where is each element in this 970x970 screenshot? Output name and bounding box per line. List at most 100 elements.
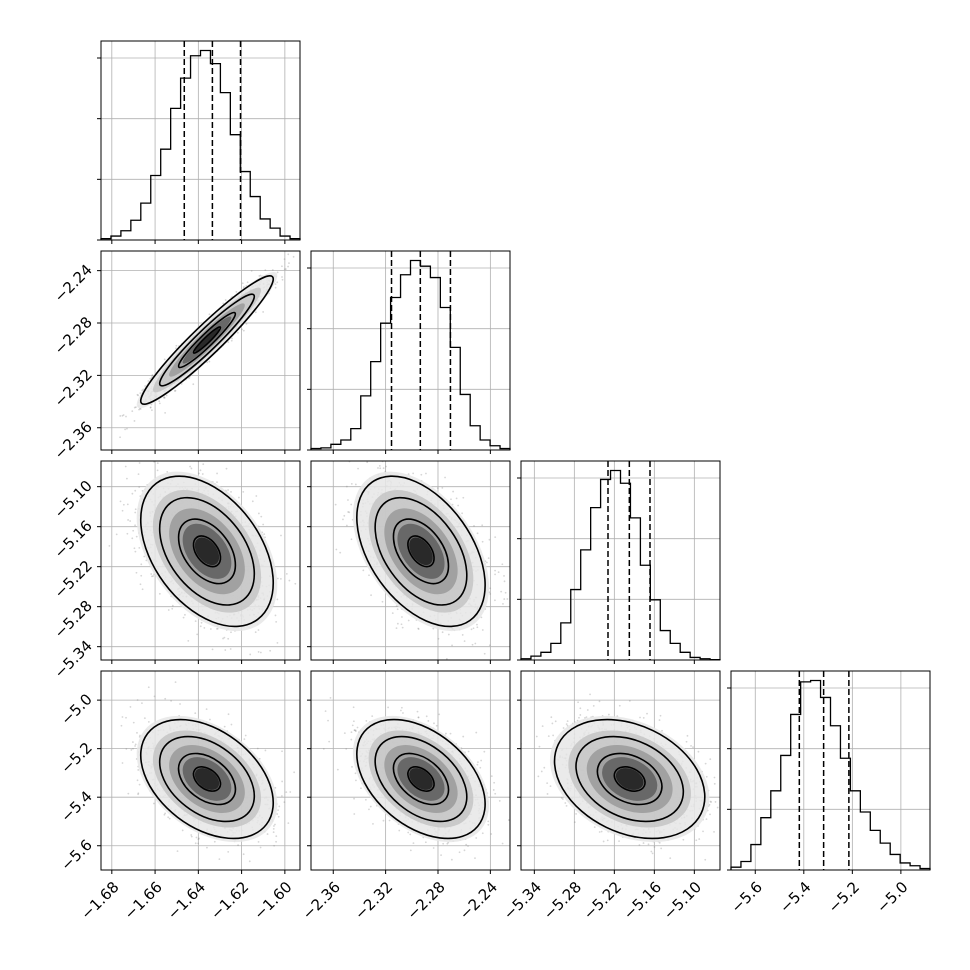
scatter-point — [151, 575, 153, 578]
scatter-point — [131, 492, 134, 495]
scatter-point — [140, 574, 143, 577]
scatter-point — [201, 473, 204, 475]
panel-frame — [100, 250, 301, 451]
scatter-point — [231, 337, 233, 340]
scatter-point — [184, 613, 186, 616]
scatter-point — [259, 651, 262, 654]
histogram-step-0 — [100, 49, 301, 240]
scatter-point — [263, 533, 266, 536]
contour-line-2 — [177, 311, 237, 369]
scatter-point — [200, 621, 203, 624]
scatter-point — [274, 614, 277, 617]
scatter-point — [134, 489, 137, 492]
scatter-point — [126, 427, 128, 430]
scatter-point — [276, 271, 279, 274]
scatter-point — [304, 231, 306, 233]
scatter-point — [234, 661, 236, 663]
scatter-point — [288, 579, 291, 582]
scatter-point — [255, 495, 258, 497]
contour-line-1 — [158, 293, 256, 387]
scatter-point — [271, 269, 274, 271]
scatter-point — [287, 265, 289, 268]
scatter-point — [229, 648, 232, 650]
scatter-point — [135, 535, 138, 538]
scatter-point — [203, 627, 206, 629]
scatter-point — [166, 470, 169, 473]
panel-frame — [100, 40, 301, 241]
scatter-point — [167, 609, 170, 611]
scatter-point — [149, 406, 152, 409]
scatter-point — [133, 406, 136, 409]
scatter-point — [134, 511, 137, 514]
scatter-point — [174, 389, 177, 392]
scatter-point — [133, 420, 136, 422]
scatter-point — [194, 620, 197, 623]
scatter-point — [175, 344, 178, 347]
scatter-point — [251, 667, 253, 669]
scatter-point — [246, 281, 249, 284]
scatter-point — [134, 524, 136, 527]
scatter-point — [283, 258, 286, 261]
scatter-point — [122, 503, 125, 506]
scatter-point — [224, 299, 227, 301]
scatter-point — [164, 411, 167, 414]
scatter-point — [156, 469, 159, 472]
scatter-point — [275, 620, 278, 623]
histogram-step-1 — [310, 259, 511, 450]
scatter-point — [97, 436, 99, 438]
scatter-point — [140, 563, 143, 566]
scatter-point — [134, 508, 137, 511]
scatter-point — [208, 313, 211, 316]
scatter-point — [137, 394, 140, 397]
scatter-point — [216, 627, 218, 630]
scatter-point — [209, 628, 212, 630]
scatter-point — [258, 275, 261, 277]
scatter-point — [163, 358, 166, 361]
scatter-point — [126, 532, 129, 535]
scatter-point — [151, 375, 154, 377]
histogram-panel-0 — [97, 40, 301, 244]
scatter-point — [131, 410, 134, 413]
scatter-point — [131, 537, 134, 540]
scatter-point — [134, 406, 137, 409]
scatter-point — [227, 489, 229, 491]
scatter-point — [196, 633, 199, 636]
scatter-point — [198, 472, 200, 475]
scatter-point — [139, 392, 142, 395]
contour-line-3 — [192, 326, 222, 354]
scatter-point — [163, 397, 166, 399]
scatter-point — [208, 360, 211, 363]
scatter-point — [281, 265, 283, 268]
scatter-point — [211, 648, 214, 651]
scatter-point — [227, 341, 230, 344]
scatter-point — [257, 651, 260, 653]
scatter-point — [115, 533, 118, 536]
density-level-4 — [194, 328, 220, 352]
scatter-point — [251, 500, 254, 503]
scatter-point — [254, 631, 257, 634]
scatter-point — [137, 473, 140, 476]
scatter-point — [149, 406, 152, 409]
histogram-panel-3 — [727, 670, 931, 874]
scatter-point — [182, 455, 184, 457]
histogram-step-3 — [730, 679, 931, 870]
scatter-point — [121, 414, 124, 417]
scatter-point — [158, 592, 161, 595]
scatter-point — [262, 523, 265, 526]
scatter-point — [147, 380, 150, 382]
scatter-point — [143, 555, 146, 558]
histogram-panel-2 — [517, 460, 721, 664]
scatter-point — [241, 282, 244, 285]
scatter-point — [260, 515, 263, 518]
scatter-point — [254, 311, 257, 314]
scatter-point — [216, 472, 218, 475]
scatter-point — [156, 462, 159, 465]
scatter-point — [141, 588, 144, 591]
scatter-point — [222, 302, 225, 305]
scatter-point — [126, 503, 129, 506]
scatter-point — [127, 519, 130, 521]
scatter-point — [276, 598, 279, 601]
scatter-point — [245, 322, 248, 325]
contour-line-0 — [139, 275, 275, 405]
